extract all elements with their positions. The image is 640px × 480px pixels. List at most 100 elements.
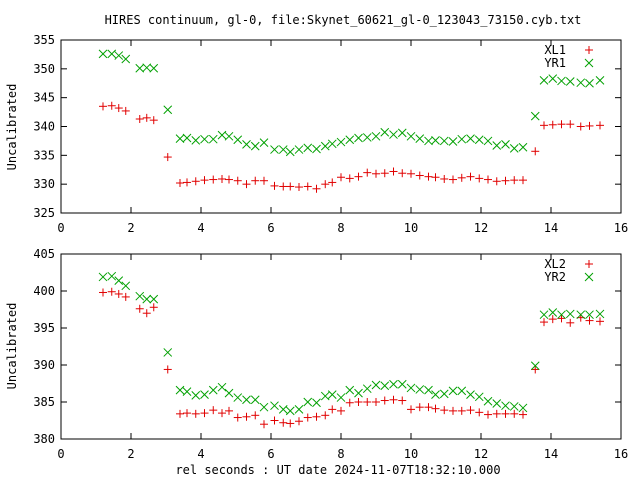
yr2-point [539, 310, 549, 320]
yr1-point [121, 54, 131, 64]
top-y-tick-label: 355 [33, 33, 55, 47]
xl1-point [321, 180, 330, 189]
xl1-point [415, 171, 424, 180]
bottom-x-tick-label: 16 [614, 447, 628, 461]
xl2-point [142, 309, 151, 318]
xl2-point [501, 409, 510, 418]
bottom-axes: 0 2 4 6 8 10 12 14 16 380 385 390 395 400 405 [33, 247, 628, 461]
bottom-y-tick-label: 400 [33, 284, 55, 298]
xl2-point [295, 417, 303, 426]
top-y-tick-label: 340 [33, 120, 55, 134]
yr2-point [415, 385, 425, 394]
yr2-point [320, 391, 330, 401]
chart-title: HIRES continuum, gl-0, file:Skynet_60621… [105, 13, 582, 27]
yr1-point [270, 145, 279, 154]
top-y-tick-label: 345 [33, 91, 55, 105]
xl1-point [218, 174, 226, 183]
yr2-point [345, 385, 355, 395]
top-x-tick-label: 12 [474, 221, 488, 235]
yr1-point [182, 133, 192, 143]
yr2-point [259, 402, 269, 412]
yr2-point [98, 272, 108, 282]
xl1-point [176, 179, 184, 188]
yr2-point [501, 401, 510, 411]
xl2-point [398, 396, 407, 405]
xl2-point [225, 406, 233, 415]
xl2-point [183, 409, 191, 418]
xl2-point [354, 398, 363, 406]
xl2-point [519, 410, 527, 419]
xl1-point [596, 121, 604, 130]
xl1-point [457, 173, 466, 182]
yr2-point [217, 382, 227, 392]
xl2-point [389, 395, 398, 404]
xl2-point [540, 318, 548, 327]
series-xl2 [99, 287, 604, 429]
yr1-point [191, 135, 201, 145]
xl2-point [135, 304, 144, 313]
xl1-point [398, 169, 407, 178]
yr1-point [327, 139, 337, 149]
xl1-point [548, 120, 557, 129]
xl1-point [501, 176, 510, 185]
yr1-point [312, 144, 321, 154]
bottom-y-axis-label: Uncalibrated [5, 303, 19, 390]
xl2-point [492, 409, 501, 418]
xl1-point [531, 147, 540, 156]
top-x-tick-label: 10 [404, 221, 418, 235]
bottom-x-tick-label: 2 [127, 447, 134, 461]
yr1-point [208, 134, 218, 144]
yr1-point [242, 140, 251, 149]
xl1-point [380, 169, 389, 178]
xl1-point [466, 172, 475, 181]
bottom-x-tick-label: 10 [404, 447, 418, 461]
yr1-point [362, 133, 372, 142]
yr1-point [585, 78, 594, 88]
yr2-point [163, 348, 173, 357]
legend-label-xl2: XL2 [544, 257, 566, 271]
xl2-point [321, 411, 330, 420]
xl1-point [576, 122, 585, 131]
yr2-point [114, 276, 124, 285]
xl1-point [183, 178, 191, 187]
yr1-point [371, 131, 381, 141]
xl2-point [363, 398, 372, 406]
yr2-point [142, 294, 152, 304]
yr2-point [397, 379, 407, 389]
yr1-point [509, 144, 519, 153]
yr1-point [175, 134, 185, 143]
top-x-tick-label: 16 [614, 221, 628, 235]
yr2-point [389, 379, 398, 389]
xl1-point [99, 102, 107, 111]
xl2-point [407, 405, 415, 414]
yr2-point [371, 380, 381, 390]
top-x-tick-label: 14 [544, 221, 558, 235]
yr1-point [595, 76, 605, 85]
xl2-point [440, 406, 449, 415]
yr2-point [135, 291, 145, 301]
yr1-point [548, 74, 558, 83]
yr2-point [548, 308, 558, 317]
xl2-point [251, 411, 260, 420]
xl1-point [540, 121, 548, 130]
yr2-point [336, 393, 346, 402]
yr1-point [163, 105, 173, 115]
bottom-x-tick-label: 6 [267, 447, 274, 461]
xl1-point [566, 120, 575, 129]
bottom-x-tick-label: 8 [337, 447, 344, 461]
yr2-point [362, 384, 372, 394]
yr1-point [557, 76, 566, 86]
xl1-point [135, 115, 144, 124]
top-x-tick-label: 8 [337, 221, 344, 235]
xl1-point [407, 169, 415, 178]
yr2-point [565, 309, 575, 319]
yr2-point [466, 390, 475, 399]
xl1-point [233, 176, 242, 185]
xl1-point [337, 173, 345, 182]
yr1-point [518, 142, 528, 152]
yr2-point [439, 389, 449, 399]
yr1-point [224, 131, 234, 141]
